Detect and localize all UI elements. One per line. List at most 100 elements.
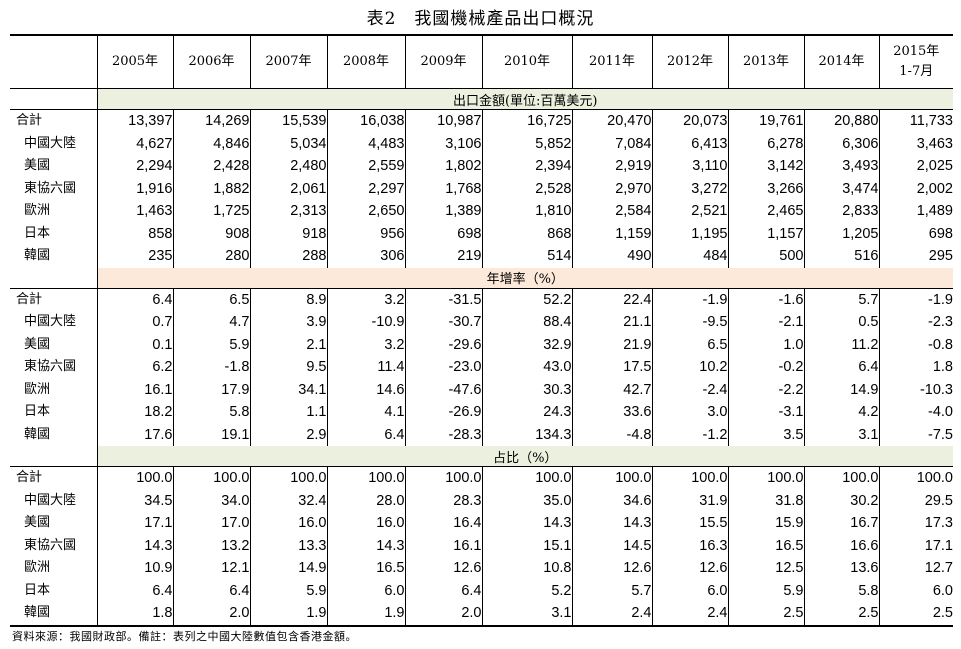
table-row: 東協六國 1,916 1,882 2,061 2,297 1,768 2,528 2,970 3… [10,177,953,200]
table-cell: 1,159 [571,222,652,245]
year-header: 2007年 [249,34,327,89]
table-cell: 10.8 [481,557,572,580]
table-cell: 17.3 [878,512,953,535]
table-row: 中國大陸 0.7 4.7 3.9 -10.9 -30.7 88.4 21.1 -9.5 -2.1 0… [10,311,953,334]
table-cell: 2.5 [878,602,953,627]
table-cell: 6.0 [878,579,953,602]
section-label: 年增率（%） [96,267,953,289]
table-cell: 12.1 [172,557,250,580]
table-cell: 235 [96,245,173,268]
table-cell: 15.9 [727,512,804,535]
year-header: 2011年 [571,34,652,89]
table-row: 韓國 235 280 288 306 219 514 490 484 500 516 295 [10,245,953,268]
table-cell: 3,474 [803,177,879,200]
table-cell: 12.5 [727,557,804,580]
table-cell: 2,294 [96,155,173,178]
year-header: 2010年 [481,34,572,89]
table-cell: 858 [96,222,173,245]
table-cell: 15.1 [481,534,572,557]
table-cell: 5,034 [249,132,327,155]
table-cell: 5.2 [481,579,572,602]
table-cell: 698 [404,222,482,245]
table-cell: 3,493 [803,155,879,178]
table-cell: -3.1 [727,401,804,424]
table-cell: 100.0 [481,466,572,490]
row-label: 韓國 [24,248,51,264]
table-cell: 3.2 [326,333,405,356]
table-cell: 13.3 [249,534,327,557]
table-cell: 3.9 [249,311,327,334]
table-cell: 100.0 [326,466,405,490]
table-cell: 16.0 [326,512,405,535]
table-cell: 24.3 [481,401,572,424]
table-cell: 5,852 [481,132,572,155]
table-cell: 2.0 [172,602,250,627]
table-cell: 16.7 [803,512,879,535]
table-cell: 100.0 [803,466,879,490]
row-label: 中國大陸 [24,135,77,151]
year-header: 2008年 [326,34,405,89]
year-header-2015-line1: 2015年 [893,44,940,59]
table-cell: 30.3 [481,378,572,401]
table-cell: 2,002 [878,177,953,200]
table-cell: 2,833 [803,200,879,223]
table-cell: 5.9 [727,579,804,602]
table-cell: 295 [878,245,953,268]
table-cell: 2.0 [404,602,482,627]
table-cell: 6.4 [326,423,405,446]
table-title: 表2 我國機械產品出口概況 [366,9,595,29]
table-cell: 3.0 [651,401,728,424]
table-cell: 14.3 [326,534,405,557]
export-table: 2005年 2006年 2007年 2008年 2009年 2010年 2011… [10,34,953,627]
table-cell: 1.0 [727,333,804,356]
table-row: 歐洲 16.1 17.9 34.1 14.6 -47.6 30.3 42.7 -2.4 -2.2 1… [10,378,953,401]
row-label: 東協六國 [24,537,77,553]
table-cell: 6.4 [803,356,879,379]
table-cell: 1,768 [404,177,482,200]
table-cell: 100.0 [172,466,250,490]
table-cell: 13.6 [803,557,879,580]
table-row: 合計 13,397 14,269 15,539 16,038 10,987 16,725 20… [10,109,953,133]
table-cell: 3.5 [727,423,804,446]
table-cell: 1,157 [727,222,804,245]
table-cell: 12.6 [571,557,652,580]
table-cell: 34.6 [571,489,652,512]
table-cell: 11.2 [803,333,879,356]
row-label: 歐洲 [24,203,51,219]
table-cell: 16.1 [404,534,482,557]
table-cell: -2.4 [651,378,728,401]
table-cell: 20,880 [803,109,879,133]
table-cell: 1.9 [326,602,405,627]
year-header-2015-line2: 1-7月 [899,64,934,79]
table-row: 美國 2,294 2,428 2,480 2,559 1,802 2,394 2,919 3,1… [10,155,953,178]
year-header: 2009年 [404,34,482,89]
row-label: 歐洲 [24,381,51,397]
table-cell: 3,272 [651,177,728,200]
table-cell: 18.2 [96,401,173,424]
table-row: 東協六國 6.2 -1.8 9.5 11.4 -23.0 43.0 17.5 10.2 -0.2 6… [10,356,953,379]
header-row: 2005年 2006年 2007年 2008年 2009年 2010年 2011… [10,34,953,89]
table-cell: 22.4 [571,288,652,311]
table-cell: -2.3 [878,311,953,334]
table-cell: 6.4 [172,579,250,602]
table-cell: 3,266 [727,177,804,200]
table-cell: 6.4 [96,288,173,311]
table-cell: 4.2 [803,401,879,424]
table-cell: 32.4 [249,489,327,512]
table-cell: 28.3 [404,489,482,512]
table-cell: 2,559 [326,155,405,178]
table-cell: 5.8 [172,401,250,424]
table-cell: 306 [326,245,405,268]
year-header: 2014年 [803,34,879,89]
table-cell: 4,483 [326,132,405,155]
year-header-2015: 2015年 1-7月 [878,34,953,89]
table-cell: 484 [651,245,728,268]
table-cell: 3,106 [404,132,482,155]
table-cell: 2,025 [878,155,953,178]
table-cell: 3.1 [481,602,572,627]
table-cell: 34.0 [172,489,250,512]
table-row: 韓國 17.6 19.1 2.9 6.4 -28.3 134.3 -4.8 -1.2 3.5 3.1… [10,423,953,446]
table-cell: 16.5 [326,557,405,580]
row-label: 中國大陸 [24,492,77,508]
table-row: 美國 0.1 5.9 2.1 3.2 -29.6 32.9 21.9 6.5 1.0 11.2 -0.… [10,333,953,356]
